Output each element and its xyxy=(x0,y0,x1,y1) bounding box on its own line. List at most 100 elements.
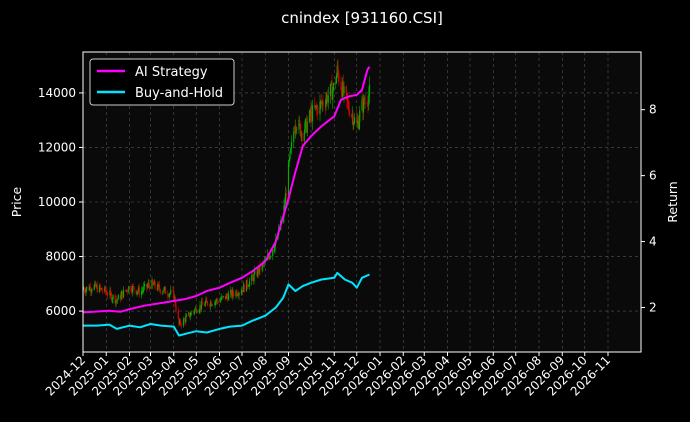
candle-body xyxy=(356,117,358,124)
candle-body xyxy=(109,290,111,296)
candle-body xyxy=(353,117,356,123)
candle-body xyxy=(309,110,311,117)
candle-body xyxy=(121,291,123,294)
candle-body xyxy=(306,122,308,133)
candle-body xyxy=(300,132,302,137)
candle-body xyxy=(335,83,337,85)
candle-body xyxy=(88,286,90,291)
candle-body xyxy=(359,110,361,122)
candle-body xyxy=(314,105,317,108)
candle-body xyxy=(337,65,339,73)
right-tick-label: 6 xyxy=(649,169,657,183)
candle-body xyxy=(175,305,177,311)
candle-body xyxy=(89,286,92,292)
candle-body xyxy=(83,289,86,292)
candle-body xyxy=(162,291,164,293)
candle-body xyxy=(140,290,143,296)
candle-body xyxy=(347,100,349,102)
candle-body xyxy=(336,65,338,76)
candle-body xyxy=(122,289,125,298)
candle-body xyxy=(101,290,104,292)
candle-body xyxy=(115,300,117,304)
candle-body xyxy=(299,123,302,137)
candle-body xyxy=(91,289,93,291)
candle-body xyxy=(132,285,134,287)
candle-body xyxy=(131,290,133,293)
candle-body xyxy=(351,114,353,116)
candle-body xyxy=(353,122,355,126)
candle-body xyxy=(204,302,206,306)
candle-body xyxy=(158,283,160,286)
candle-body xyxy=(253,273,255,282)
candle-body xyxy=(138,287,140,296)
candle-body xyxy=(299,120,301,124)
candle-body xyxy=(96,285,98,293)
candle-body xyxy=(212,304,214,306)
candle-body xyxy=(112,295,114,300)
candle-body xyxy=(252,276,254,282)
candle-body xyxy=(240,292,242,293)
candle-body xyxy=(366,102,368,104)
candle-body xyxy=(205,299,207,303)
series-line-buy-and-hold xyxy=(83,271,370,337)
candle-body xyxy=(195,307,197,313)
legend-box xyxy=(89,58,235,106)
candle-body xyxy=(149,285,151,289)
candle-body xyxy=(248,286,250,287)
candle-body xyxy=(196,312,198,313)
candle-body xyxy=(221,296,223,300)
candle-body xyxy=(153,281,155,286)
candle-body xyxy=(232,290,234,295)
candle-body xyxy=(125,289,128,291)
candle-body xyxy=(173,297,176,299)
candlestick-series xyxy=(83,58,371,329)
candle-body xyxy=(233,294,235,297)
right-tick-label: 8 xyxy=(649,103,657,117)
candle-body xyxy=(188,312,191,318)
right-tick-label: 4 xyxy=(649,235,657,249)
candle-body xyxy=(308,110,311,123)
candle-body xyxy=(193,312,195,314)
candle-body xyxy=(131,285,134,293)
candle-body xyxy=(128,286,130,292)
candle-body xyxy=(294,126,296,133)
candle-body xyxy=(343,86,345,94)
candle-body xyxy=(86,286,88,290)
candle-body xyxy=(170,289,172,294)
candle-body xyxy=(363,97,365,104)
candle-body xyxy=(332,89,334,100)
candle-body xyxy=(152,279,154,284)
candle-body xyxy=(179,320,181,325)
candle-body xyxy=(257,268,259,276)
candle-body xyxy=(293,131,296,133)
candle-body xyxy=(268,256,270,260)
plot-area: 2024-122025-012025-022025-032025-042025-… xyxy=(9,51,680,399)
candle-body xyxy=(143,283,146,287)
candle-body xyxy=(362,99,364,113)
candle-body xyxy=(114,295,116,304)
candle-body xyxy=(367,103,369,105)
candle-body xyxy=(116,299,119,301)
candle-body xyxy=(142,290,144,292)
candle-body xyxy=(90,290,92,292)
candle-body xyxy=(125,289,127,291)
candle-body xyxy=(301,132,303,141)
candle-body xyxy=(100,288,102,289)
candle-body xyxy=(362,97,365,113)
candle-body xyxy=(188,312,190,316)
candle-body xyxy=(259,265,261,271)
candle-body xyxy=(203,304,206,306)
candle-body xyxy=(182,318,185,326)
candle-body xyxy=(133,286,135,291)
candle-body xyxy=(209,304,211,307)
candle-body xyxy=(356,120,359,124)
candle-body xyxy=(341,89,343,97)
candle-body xyxy=(180,324,182,326)
candle-body xyxy=(230,290,233,297)
candle-body xyxy=(206,301,209,305)
candle-body xyxy=(361,99,363,111)
legend: AI Strategy Buy-and-Hold xyxy=(89,58,235,106)
candle-body xyxy=(122,291,124,298)
candle-body xyxy=(311,105,314,122)
candle-body xyxy=(104,287,106,292)
